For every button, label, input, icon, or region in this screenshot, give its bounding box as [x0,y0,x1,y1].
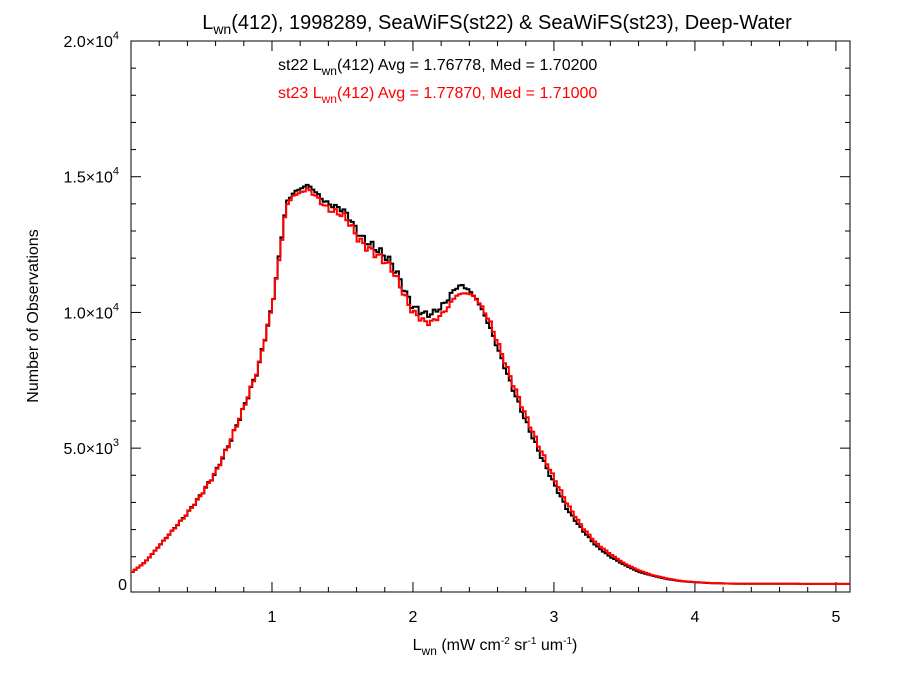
annotation-st22-prefix: st22 L [278,57,322,74]
x-axis-ticks: 1 2 3 4 5 [158,41,840,626]
annotation-st22: st22 Lwn(412) Avg = 1.76778, Med = 1.702… [278,57,597,78]
y-axis-ticks: 0 5.0×103 1.0×104 1.5×104 2.0×104 [63,30,850,594]
x-axis-label-units-b: sr [510,637,528,654]
plot-frame [130,40,851,593]
series-st23-line [131,187,850,585]
x-axis-label-units-d: ) [572,637,577,654]
annotation-st22-stats: (412) Avg = 1.76778, Med = 1.70200 [337,57,597,74]
x-axis-label-sup-3: -1 [563,636,572,647]
x-axis-label-sup-2: -1 [528,636,537,647]
y-tick-label: 0 [118,577,127,594]
x-tick-label: 5 [831,609,840,626]
y-axis-label: Number of Observations [25,229,42,402]
x-axis-label-units-c: um [536,637,563,654]
title-variable: L [202,12,213,34]
x-axis-label-variable: L [413,637,422,654]
title-variable-subscript: wn [212,21,231,37]
y-tick-label: 5.0×103 [63,437,119,458]
series-st22-line [131,183,850,585]
annotation-st23-stats: (412) Avg = 1.77870, Med = 1.71000 [337,85,597,102]
title-text: (412), 1998289, SeaWiFS(st22) & SeaWiFS(… [231,12,792,34]
annotation-st22-subscript: wn [321,64,337,78]
chart-title: Lwn(412), 1998289, SeaWiFS(st22) & SeaWi… [202,12,792,37]
x-axis-label: Lwn (mW cm-2 sr-1 um-1) [413,636,578,658]
x-axis-label-units-a: (mW cm [437,637,501,654]
x-axis-label-subscript: wn [421,644,437,658]
y-tick-label: 1.0×104 [63,301,119,322]
x-tick-label: 4 [690,609,699,626]
x-tick-label: 3 [549,609,558,626]
x-axis-label-sup-1: -2 [501,636,510,647]
annotation-st23-prefix: st23 L [278,85,322,102]
x-tick-label: 2 [409,609,418,626]
x-tick-label: 1 [268,609,277,626]
annotation-st23: st23 Lwn(412) Avg = 1.77870, Med = 1.710… [278,85,597,106]
y-tick-label: 1.5×104 [63,166,119,187]
y-tick-label: 2.0×104 [63,30,119,51]
annotation-st23-subscript: wn [321,92,337,106]
